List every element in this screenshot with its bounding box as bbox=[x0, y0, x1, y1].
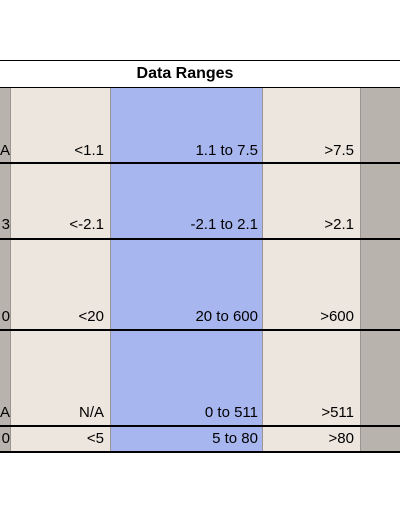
row-4-mid-cell: 0 to 511 bbox=[204, 404, 258, 421]
row-5-high-cell: >80 bbox=[328, 430, 354, 447]
row-2-high-cell: >2.1 bbox=[324, 216, 354, 233]
row-separator bbox=[0, 162, 400, 164]
table-title: Data Ranges bbox=[136, 65, 234, 82]
row-2-edge-cell: 3 bbox=[1, 216, 10, 233]
row-separator bbox=[0, 329, 400, 331]
row-5-mid-cell: 5 to 80 bbox=[212, 430, 258, 447]
column-divider bbox=[110, 88, 111, 452]
column-divider bbox=[262, 88, 263, 452]
row-separator bbox=[0, 238, 400, 240]
right-edge-column bbox=[360, 88, 400, 452]
table-title-row: Data Ranges bbox=[0, 60, 400, 88]
column-divider bbox=[360, 88, 361, 452]
row-3-edge-cell: 0 bbox=[1, 308, 10, 325]
row-3-mid-cell: 20 to 600 bbox=[195, 308, 258, 325]
row-1-edge-cell: A bbox=[0, 142, 10, 159]
row-5-edge-cell: 0 bbox=[1, 430, 10, 447]
table-bottom-border bbox=[0, 451, 400, 453]
row-2-low-cell: <-2.1 bbox=[69, 216, 104, 233]
row-3-low-cell: <20 bbox=[78, 308, 104, 325]
row-1-high-cell: >7.5 bbox=[324, 142, 354, 159]
row-2-mid-cell: -2.1 to 2.1 bbox=[190, 216, 258, 233]
row-1-mid-cell: 1.1 to 7.5 bbox=[195, 142, 258, 159]
high-range-column bbox=[262, 88, 360, 452]
row-4-low-cell: N/A bbox=[78, 404, 104, 421]
mid-range-column bbox=[110, 88, 262, 452]
row-4-high-cell: >511 bbox=[321, 404, 354, 421]
column-divider bbox=[10, 88, 11, 452]
low-range-column bbox=[10, 88, 110, 452]
row-separator bbox=[0, 425, 400, 427]
left-edge-column bbox=[0, 88, 10, 452]
row-4-edge-cell: A bbox=[0, 404, 10, 421]
row-1-low-cell: <1.1 bbox=[74, 142, 104, 159]
row-5-low-cell: <5 bbox=[86, 430, 104, 447]
row-3-high-cell: >600 bbox=[320, 308, 354, 325]
